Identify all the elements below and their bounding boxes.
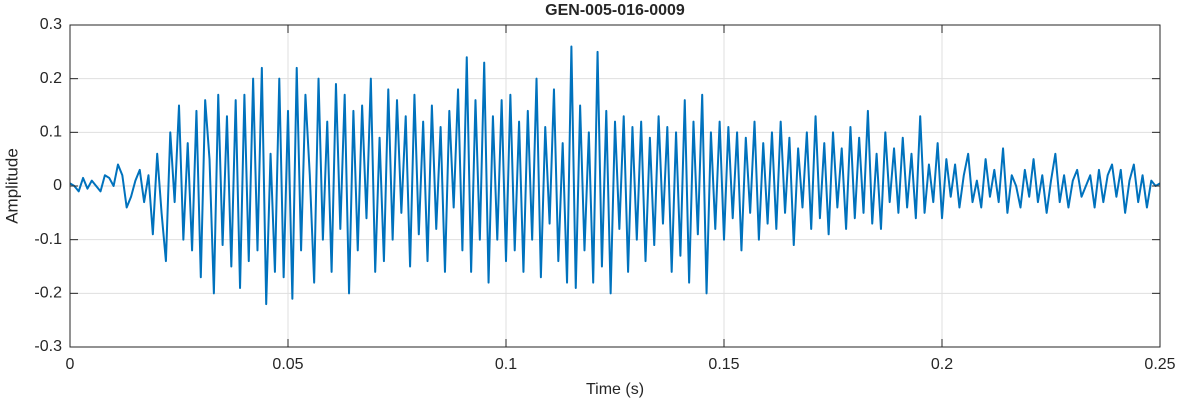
signal-line xyxy=(69,45,1161,306)
y-axis-label: Amplitude xyxy=(2,148,21,224)
x-tick-label: 0.25 xyxy=(1144,356,1175,373)
y-tick-label: -0.2 xyxy=(34,285,62,302)
x-tick-label: 0.05 xyxy=(272,356,303,373)
x-tick-label: 0.2 xyxy=(931,356,953,373)
x-tick-label: 0.1 xyxy=(495,356,517,373)
x-tick-label: 0 xyxy=(66,356,75,373)
x-axis-label: Time (s) xyxy=(586,381,644,398)
y-tick-label: -0.1 xyxy=(34,231,62,248)
y-tick-label: 0.2 xyxy=(40,70,62,87)
y-tick-label: -0.3 xyxy=(34,338,62,355)
plot-area xyxy=(69,45,1161,306)
chart-title: GEN-005-016-0009 xyxy=(545,2,685,19)
y-tick-label: 0 xyxy=(53,177,62,194)
y-tick-label: 0.3 xyxy=(40,16,62,33)
x-tick-label: 0.15 xyxy=(708,356,739,373)
y-tick-label: 0.1 xyxy=(40,124,62,141)
